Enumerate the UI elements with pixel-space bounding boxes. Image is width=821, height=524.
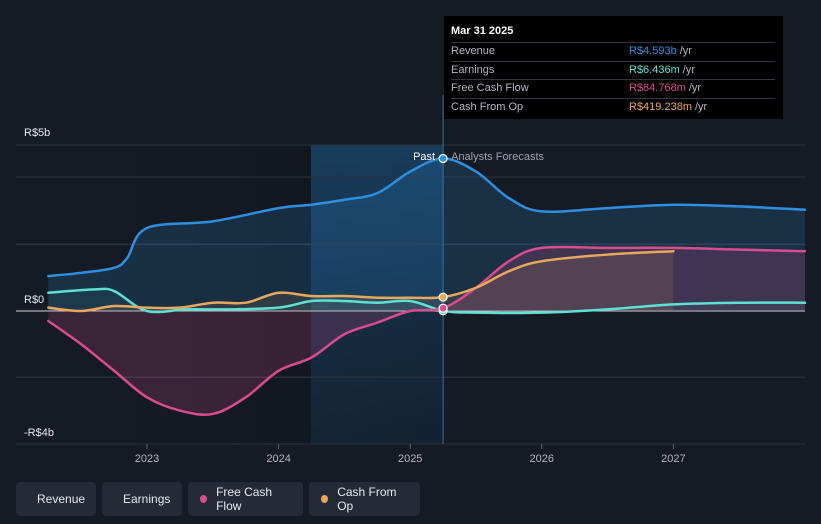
- legend-label: Cash From Op: [337, 485, 397, 513]
- tooltip-row-cash-from-op: Cash From Op R$419.238m /yr: [451, 97, 775, 117]
- tooltip-label: Revenue: [451, 45, 496, 57]
- tooltip-label: Free Cash Flow: [451, 82, 529, 94]
- revenue-marker: [438, 153, 448, 164]
- free-cash-flow-dot-icon: [200, 495, 208, 503]
- legend-item-earnings[interactable]: Earnings: [102, 482, 182, 516]
- tooltip-value: R$4.593b: [629, 45, 677, 57]
- legend: Revenue Earnings Free Cash Flow Cash Fro…: [16, 482, 420, 516]
- tooltip-value: R$419.238m: [629, 100, 692, 113]
- earnings-line: [47, 287, 807, 315]
- cash-from-op-line: [47, 249, 675, 313]
- legend-item-revenue[interactable]: Revenue: [16, 482, 96, 516]
- tooltip-value: R$6.436m: [629, 63, 680, 76]
- cash-from-op-dot-icon: [321, 495, 329, 503]
- tooltip-date: Mar 31 2025: [451, 25, 514, 37]
- legend-label: Earnings: [123, 492, 171, 506]
- y-axis-label: R$0: [24, 294, 44, 306]
- free-cash-flow-area: [48, 246, 806, 415]
- x-tick-label: 2024: [266, 453, 290, 465]
- free-cash-flow-marker: [438, 303, 448, 313]
- tooltip-unit: /yr: [679, 45, 692, 57]
- x-tick-label: 2026: [530, 453, 554, 465]
- tooltip-row-free-cash-flow: Free Cash Flow R$84.768m /yr: [451, 79, 775, 98]
- tooltip-row-revenue: Revenue R$4.593b /yr: [451, 42, 775, 61]
- highlight-band: [311, 145, 444, 444]
- forecast-label: Analysts Forecasts: [451, 151, 544, 163]
- free-cash-flow-line: [47, 245, 807, 416]
- y-axis-label: R$5b: [24, 127, 50, 139]
- x-tick-label: 2027: [661, 453, 685, 465]
- past-label: Past: [413, 151, 435, 163]
- y-axis-label: -R$4b: [24, 427, 54, 439]
- tooltip-label: Cash From Op: [451, 100, 524, 113]
- legend-item-cash-from-op[interactable]: Cash From Op: [309, 482, 420, 516]
- tooltip-row-earnings: Earnings R$6.436m /yr: [451, 60, 775, 80]
- revenue-line: [47, 157, 807, 278]
- tooltip: Mar 31 2025 Revenue R$4.593b /yr Earning…: [444, 16, 783, 119]
- tooltip-unit: /yr: [682, 63, 695, 76]
- tooltip-unit: /yr: [688, 82, 702, 94]
- revenue-area: [48, 158, 806, 311]
- x-tick-label: 2023: [135, 453, 159, 465]
- x-tick-label: 2025: [398, 453, 422, 465]
- cash-from-op-marker: [438, 292, 448, 302]
- legend-label: Free Cash Flow: [216, 485, 273, 513]
- tooltip-label: Earnings: [451, 63, 495, 76]
- tooltip-unit: /yr: [695, 100, 708, 113]
- earnings-area: [48, 288, 806, 313]
- cash-from-op-area: [48, 251, 674, 312]
- legend-item-free-cash-flow[interactable]: Free Cash Flow: [188, 482, 303, 516]
- tooltip-value: R$84.768m: [629, 82, 686, 94]
- legend-label: Revenue: [37, 492, 86, 506]
